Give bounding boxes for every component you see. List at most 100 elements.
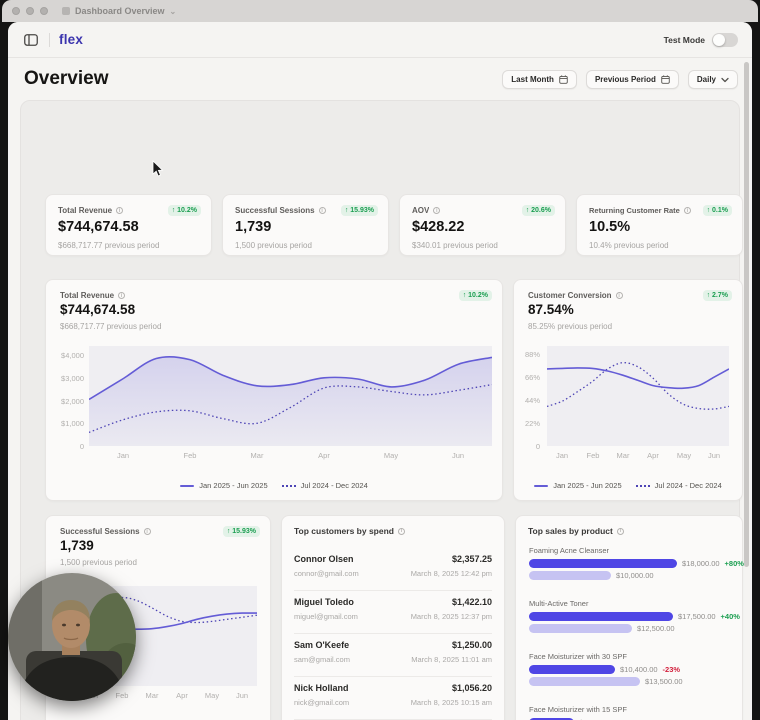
revenue-line-chart: $4,000 $3,000 $2,000 $1,000 0 Jan Feb Mar Apr May… [52,344,498,466]
window-title: Dashboard Overview [75,6,165,16]
y-axis-tick: $4,000 [61,351,84,360]
product-sales-row: Face Moisturizer with 15 SPF $5,500.00 +3… [529,705,733,720]
info-icon[interactable] [143,528,151,535]
x-axis-tick: Jan [116,451,130,460]
toggle-knob [713,34,725,46]
customer-amount: $1,422.10 [451,597,492,607]
x-axis-tick: Jun [707,451,721,460]
sidebar-toggle-button[interactable] [22,31,40,49]
chart-change-badge: ↑ 10.2% [458,290,492,301]
x-axis-tick: Feb [183,451,197,460]
customer-date: March 8, 2025 12:42 pm [410,569,492,578]
webcam-overlay [8,573,136,701]
customer-name: Connor Olsen [294,554,354,564]
chart-title: Customer Conversion [528,291,612,300]
info-icon[interactable] [616,527,624,535]
previous-sales-bar [529,677,640,686]
customer-date: March 8, 2025 10:15 am [410,698,492,707]
customer-row: Nick Holland nick@gmail.com $1,056.20 Ma… [294,677,492,717]
current-sales-value: $18,000.00 [682,559,720,568]
x-axis-tick: May [383,451,399,460]
minimize-window-button[interactable] [26,7,34,15]
customer-email: miguel@gmail.com [294,612,358,621]
current-sales-bar [529,665,615,674]
conversion-line-chart: 88% 66% 44% 22% 0 Jan Feb Mar Apr May Jun [516,344,738,466]
sidebar-panel-icon [24,33,38,46]
card-title: Top customers by spend [294,526,394,536]
product-sales-row: Multi-Active Toner $17,500.00 +40% $12,50… [529,599,740,645]
info-icon[interactable] [683,207,691,214]
customer-date: March 8, 2025 12:37 pm [410,612,492,621]
dotted-line-swatch-icon [635,484,650,487]
kpi-change-badge: ↑ 0.1% [702,205,732,216]
chart-previous: 85.25% previous period [528,322,613,331]
chevron-down-icon [721,77,729,82]
info-icon[interactable] [318,207,326,214]
kpi-previous: $340.01 previous period [412,241,498,250]
current-sales-value: $5,500.00 [579,718,612,720]
y-axis-tick: 44% [524,396,540,405]
x-axis-tick: May [676,451,692,460]
chart-previous: 1,500 previous period [60,558,137,567]
x-axis-tick: Feb [586,451,600,460]
app-header: flex Test Mode [8,22,752,58]
y-axis-tick: $1,000 [61,419,84,428]
customer-row: Sam O'Keefe sam@gmail.com $1,250.00 Marc… [294,634,492,674]
previous-period-button[interactable]: Previous Period [585,70,679,89]
customer-email: nick@gmail.com [294,698,350,707]
kpi-title: AOV [412,206,430,215]
chevron-down-icon: ⌄ [169,6,177,16]
sales-change: -23% [662,665,681,674]
customer-amount: $1,250.00 [451,640,492,650]
granularity-select[interactable]: Daily [687,70,738,89]
kpi-card-returning-customer-rate: Returning Customer Rate ↑ 0.1% 10.5% 10.… [576,194,743,256]
chart-change-badge: ↑ 15.93% [222,526,260,537]
solid-line-swatch-icon [534,484,549,487]
customer-conversion-chart-card: Customer Conversion ↑ 2.7% 87.54% 85.25%… [513,279,743,501]
x-axis-tick: Jan [555,451,569,460]
dashboard-panel: Total Revenue ↑ 10.2% $744,674.58 $668,7… [20,100,744,720]
previous-period-label: Previous Period [594,75,656,84]
info-icon[interactable] [116,207,124,214]
chart-value: $744,674.58 [60,302,136,317]
info-icon[interactable] [433,207,441,214]
y-axis-tick: 0 [79,442,84,451]
last-month-button[interactable]: Last Month [502,70,577,89]
kpi-card-total-revenue: Total Revenue ↑ 10.2% $744,674.58 $668,7… [45,194,212,256]
calendar-icon [661,75,670,84]
close-window-button[interactable] [12,7,20,15]
test-mode-label: Test Mode [663,35,705,45]
kpi-card-aov: AOV ↑ 20.6% $428.22 $340.01 previous per… [399,194,566,256]
titlebar-tab[interactable]: Dashboard Overview ⌄ [62,6,176,16]
kpi-value: 1,739 [235,219,272,235]
scrollbar-thumb[interactable] [744,62,749,567]
customer-row: Miguel Toledo miguel@gmail.com $1,422.10… [294,591,492,631]
kpi-previous: 10.4% previous period [589,241,669,250]
x-axis-tick: Jun [451,451,465,460]
y-axis-tick: 88% [524,350,540,359]
info-icon[interactable] [118,292,126,299]
sales-change: +40% [720,612,740,621]
test-mode-toggle[interactable] [712,33,738,47]
previous-sales-value: $13,500.00 [645,677,683,686]
presenter-video [8,573,136,701]
current-sales-bar [529,559,677,568]
info-icon[interactable] [397,527,405,535]
tab-favicon-icon [62,7,70,15]
customer-name: Sam O'Keefe [294,640,350,650]
top-products-card: Top sales by product Foaming Acne Cleans… [515,515,744,720]
page-toolbar: Last Month Previous Period Daily [502,70,738,89]
y-axis-tick: 22% [524,419,540,428]
last-month-label: Last Month [511,75,554,84]
chart-title: Total Revenue [60,291,115,300]
x-axis-tick: Apr [176,691,188,700]
app-logo: flex [59,32,84,47]
legend-previous: Jul 2024 - Dec 2024 [635,481,722,490]
previous-sales-bar [529,624,632,633]
chart-legend: Jan 2025 - Jun 2025 Jul 2024 - Dec 2024 [514,481,742,490]
product-name: Foaming Acne Cleanser [529,546,610,555]
customer-row: Connor Olsen connor@gmail.com $2,357.25 … [294,548,492,588]
zoom-window-button[interactable] [40,7,48,15]
info-icon[interactable] [615,292,623,299]
